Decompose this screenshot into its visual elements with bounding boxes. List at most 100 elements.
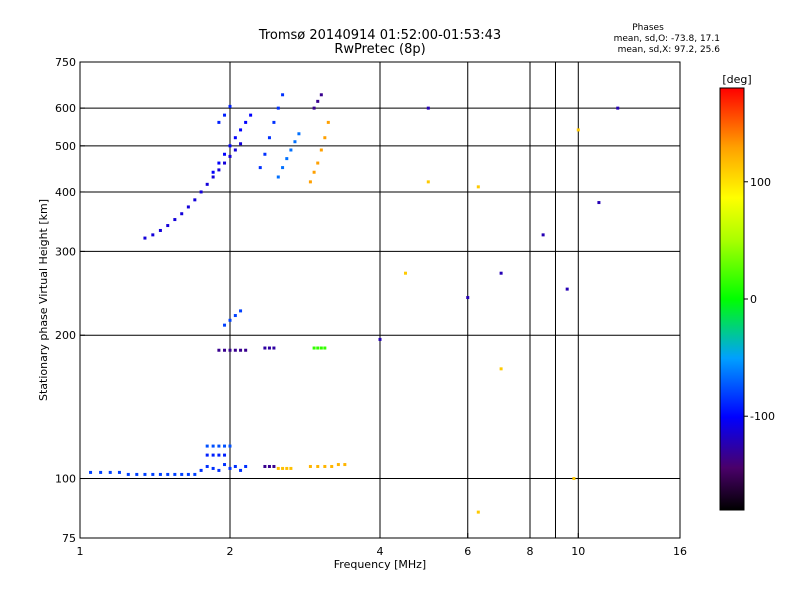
data-point bbox=[211, 453, 215, 457]
data-point bbox=[205, 444, 209, 448]
data-point bbox=[99, 470, 103, 474]
data-point bbox=[239, 309, 243, 313]
data-point bbox=[211, 444, 215, 448]
colorbar-tick-label: -100 bbox=[750, 410, 775, 423]
data-point bbox=[263, 152, 267, 156]
data-point bbox=[211, 175, 215, 179]
data-point bbox=[239, 128, 243, 132]
x-axis-label: Frequency [MHz] bbox=[334, 558, 426, 571]
data-point bbox=[166, 472, 170, 476]
colorbar-tick-label: 0 bbox=[750, 293, 757, 306]
data-point bbox=[316, 99, 320, 103]
data-point bbox=[249, 113, 253, 117]
data-point bbox=[319, 93, 323, 97]
data-point bbox=[316, 464, 320, 468]
data-point bbox=[616, 106, 620, 110]
data-point bbox=[205, 182, 209, 186]
data-point bbox=[597, 201, 601, 205]
x-tick-label: 1 bbox=[77, 545, 84, 558]
data-point bbox=[499, 367, 503, 371]
data-point bbox=[312, 106, 316, 110]
data-point bbox=[323, 136, 327, 140]
data-point bbox=[228, 104, 232, 108]
data-point bbox=[143, 472, 147, 476]
data-point bbox=[199, 468, 203, 472]
data-point bbox=[228, 444, 232, 448]
data-point bbox=[217, 444, 221, 448]
y-axis-label: Stationary phase Virtual Height [km] bbox=[37, 199, 50, 401]
data-point bbox=[319, 148, 323, 152]
data-point bbox=[576, 128, 580, 132]
data-point bbox=[211, 466, 215, 470]
data-point bbox=[308, 464, 312, 468]
data-point bbox=[336, 463, 340, 467]
data-points bbox=[89, 93, 620, 514]
data-point bbox=[343, 463, 347, 467]
data-point bbox=[217, 120, 221, 124]
data-point bbox=[272, 120, 276, 124]
data-point bbox=[217, 348, 221, 352]
data-point bbox=[180, 472, 184, 476]
data-point bbox=[205, 453, 209, 457]
data-point bbox=[285, 157, 289, 161]
data-point bbox=[151, 233, 155, 237]
data-point bbox=[293, 140, 297, 144]
data-point bbox=[267, 464, 271, 468]
data-point bbox=[166, 224, 170, 228]
x-tick-label: 16 bbox=[673, 545, 687, 558]
data-point bbox=[117, 470, 121, 474]
data-point bbox=[223, 453, 227, 457]
data-point bbox=[244, 120, 248, 124]
data-point bbox=[143, 236, 147, 240]
data-point bbox=[281, 166, 285, 170]
data-point bbox=[319, 346, 323, 350]
data-point bbox=[244, 348, 248, 352]
y-tick-label: 75 bbox=[62, 532, 76, 545]
data-point bbox=[151, 472, 155, 476]
data-point bbox=[223, 323, 227, 327]
data-point bbox=[263, 464, 267, 468]
data-point bbox=[228, 154, 232, 158]
data-point bbox=[476, 185, 480, 189]
data-point bbox=[276, 466, 280, 470]
plot-area: 1 2 4 6 8 10 16 75 100 200 300 400 500 600 750 bbox=[55, 56, 687, 558]
data-point bbox=[323, 464, 327, 468]
data-point bbox=[158, 228, 162, 232]
data-point bbox=[108, 470, 112, 474]
data-point bbox=[233, 136, 237, 140]
data-point bbox=[223, 161, 227, 165]
data-point bbox=[217, 453, 221, 457]
colorbar-ticks: 100 0 -100 bbox=[744, 176, 775, 423]
data-point bbox=[199, 190, 203, 194]
axis-ticks: 1 2 4 6 8 10 16 75 100 200 300 400 500 600 750 bbox=[55, 56, 687, 558]
data-point bbox=[308, 180, 312, 184]
data-point bbox=[499, 271, 503, 275]
data-point bbox=[239, 142, 243, 146]
data-point bbox=[316, 161, 320, 165]
data-point bbox=[135, 472, 139, 476]
y-tick-label: 200 bbox=[55, 329, 76, 342]
phases-mean-o: mean, sd,O: -73.8, 17.1 bbox=[614, 34, 720, 44]
data-point bbox=[330, 464, 334, 468]
data-point bbox=[426, 106, 430, 110]
data-point bbox=[326, 120, 330, 124]
colorbar-label: [deg] bbox=[722, 73, 751, 86]
data-point bbox=[233, 148, 237, 152]
data-point bbox=[281, 93, 285, 97]
data-point bbox=[239, 348, 243, 352]
data-point bbox=[223, 444, 227, 448]
y-tick-label: 600 bbox=[55, 102, 76, 115]
data-point bbox=[267, 346, 271, 350]
data-point bbox=[323, 346, 327, 350]
data-point bbox=[233, 348, 237, 352]
data-point bbox=[228, 348, 232, 352]
data-point bbox=[239, 468, 243, 472]
data-point bbox=[476, 510, 480, 514]
data-point bbox=[205, 464, 209, 468]
data-point bbox=[186, 205, 190, 209]
data-point bbox=[193, 472, 197, 476]
data-point bbox=[89, 470, 93, 474]
data-point bbox=[223, 113, 227, 117]
data-point bbox=[572, 477, 576, 481]
